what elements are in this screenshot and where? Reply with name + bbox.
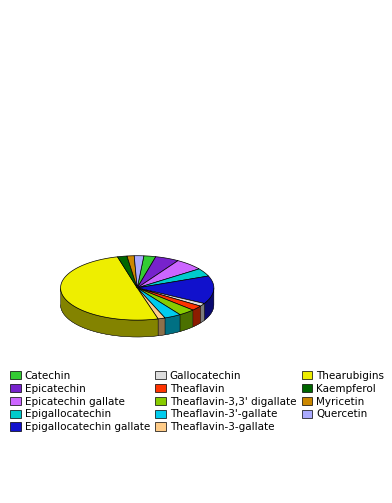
Polygon shape (127, 256, 137, 288)
Polygon shape (158, 318, 165, 336)
Polygon shape (118, 256, 137, 288)
Polygon shape (61, 289, 158, 337)
Polygon shape (137, 288, 180, 318)
Polygon shape (165, 315, 180, 335)
Polygon shape (137, 261, 199, 288)
Polygon shape (61, 257, 158, 320)
Polygon shape (137, 269, 209, 288)
Polygon shape (193, 306, 200, 327)
Polygon shape (134, 256, 144, 288)
Polygon shape (204, 288, 214, 320)
Polygon shape (137, 288, 200, 310)
Polygon shape (137, 276, 214, 303)
Polygon shape (200, 303, 204, 323)
Polygon shape (137, 288, 204, 306)
Polygon shape (137, 257, 178, 288)
Polygon shape (180, 310, 193, 331)
Polygon shape (137, 288, 165, 319)
Polygon shape (137, 288, 193, 315)
Legend: Catechin, Epicatechin, Epicatechin gallate, Epigallocatechin, Epigallocatechin g: Catechin, Epicatechin, Epicatechin galla… (9, 370, 385, 434)
Polygon shape (137, 256, 156, 288)
